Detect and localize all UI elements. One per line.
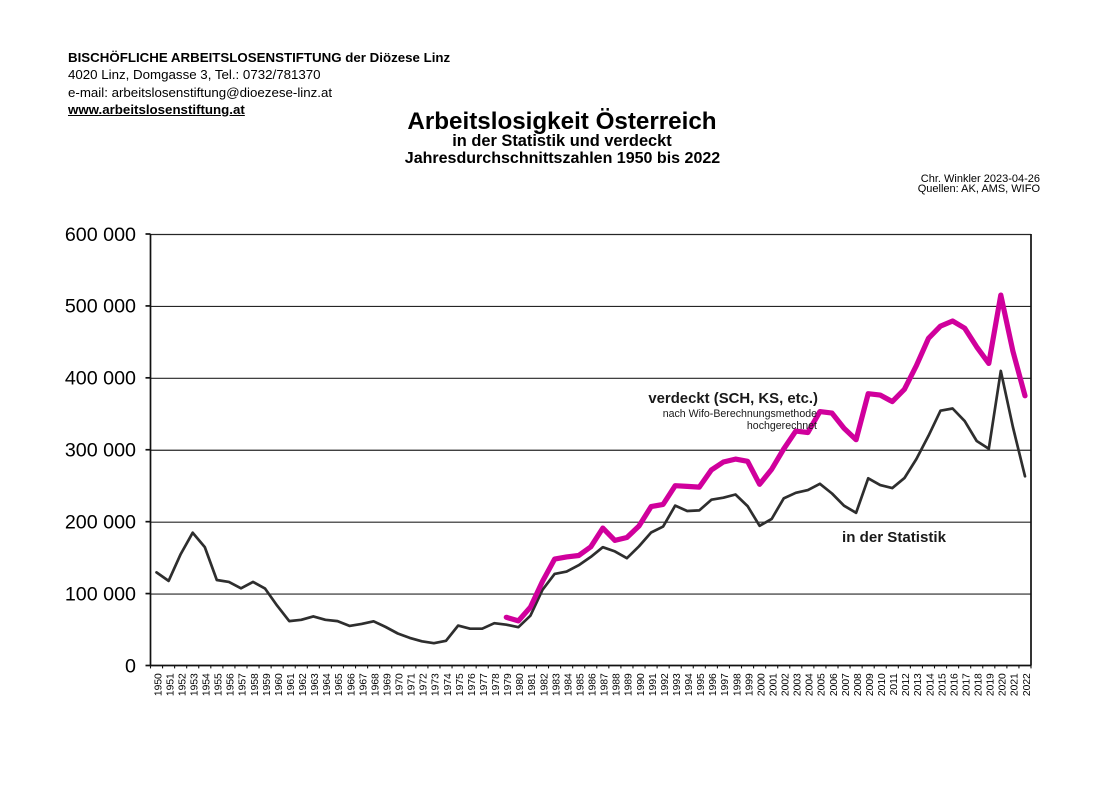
svg-text:1974: 1974 bbox=[443, 673, 454, 696]
svg-text:1981: 1981 bbox=[527, 673, 538, 696]
svg-text:1965: 1965 bbox=[334, 673, 345, 696]
svg-text:1994: 1994 bbox=[684, 673, 695, 696]
svg-text:100 000: 100 000 bbox=[65, 583, 136, 605]
svg-text:1983: 1983 bbox=[551, 673, 562, 696]
svg-text:1992: 1992 bbox=[660, 673, 671, 696]
svg-text:300 000: 300 000 bbox=[65, 440, 136, 462]
svg-text:2011: 2011 bbox=[889, 673, 900, 695]
svg-text:2007: 2007 bbox=[841, 673, 852, 696]
svg-text:1977: 1977 bbox=[479, 673, 490, 696]
svg-text:1972: 1972 bbox=[419, 673, 430, 696]
svg-text:1968: 1968 bbox=[370, 673, 381, 696]
svg-text:2017: 2017 bbox=[961, 673, 972, 696]
svg-text:1987: 1987 bbox=[600, 673, 611, 696]
svg-text:2016: 2016 bbox=[949, 673, 960, 696]
svg-text:600 000: 600 000 bbox=[65, 224, 136, 246]
svg-text:2004: 2004 bbox=[805, 673, 816, 696]
svg-text:1954: 1954 bbox=[202, 673, 213, 696]
svg-text:1984: 1984 bbox=[563, 673, 574, 696]
svg-text:2001: 2001 bbox=[768, 673, 779, 696]
svg-text:2006: 2006 bbox=[829, 673, 840, 696]
svg-text:1952: 1952 bbox=[177, 673, 188, 696]
svg-text:1986: 1986 bbox=[588, 673, 599, 696]
svg-text:500 000: 500 000 bbox=[65, 296, 136, 318]
svg-text:1970: 1970 bbox=[395, 673, 406, 696]
svg-text:verdeckt (SCH, KS, etc.): verdeckt (SCH, KS, etc.) bbox=[648, 391, 818, 407]
svg-text:1951: 1951 bbox=[165, 673, 176, 696]
svg-text:hochgerechnet: hochgerechnet bbox=[747, 420, 817, 432]
svg-text:2008: 2008 bbox=[853, 673, 864, 696]
svg-text:1971: 1971 bbox=[407, 673, 418, 696]
svg-text:2000: 2000 bbox=[756, 673, 767, 696]
svg-text:in der Statistik: in der Statistik bbox=[842, 529, 947, 546]
svg-text:2022: 2022 bbox=[1022, 673, 1033, 696]
svg-text:1993: 1993 bbox=[672, 673, 683, 696]
svg-text:2010: 2010 bbox=[877, 673, 888, 696]
svg-text:2021: 2021 bbox=[1010, 673, 1021, 696]
svg-text:2002: 2002 bbox=[781, 673, 792, 696]
svg-text:2015: 2015 bbox=[937, 673, 948, 696]
svg-text:1957: 1957 bbox=[238, 673, 249, 696]
svg-text:1964: 1964 bbox=[322, 673, 333, 696]
svg-text:1959: 1959 bbox=[262, 673, 273, 696]
svg-text:0: 0 bbox=[125, 655, 136, 677]
svg-text:1966: 1966 bbox=[346, 673, 357, 696]
svg-text:2014: 2014 bbox=[925, 673, 936, 696]
svg-text:2005: 2005 bbox=[817, 673, 828, 696]
svg-text:1976: 1976 bbox=[467, 673, 478, 696]
svg-text:1989: 1989 bbox=[624, 673, 635, 696]
svg-text:1969: 1969 bbox=[383, 673, 394, 696]
svg-text:1950: 1950 bbox=[153, 673, 164, 696]
svg-text:1956: 1956 bbox=[226, 673, 237, 696]
svg-text:1982: 1982 bbox=[539, 673, 550, 696]
svg-text:1996: 1996 bbox=[708, 673, 719, 696]
svg-text:2020: 2020 bbox=[998, 673, 1009, 696]
svg-text:1973: 1973 bbox=[431, 673, 442, 696]
svg-text:1958: 1958 bbox=[250, 673, 261, 696]
svg-text:400 000: 400 000 bbox=[65, 368, 136, 390]
svg-text:2013: 2013 bbox=[913, 673, 924, 696]
svg-text:1960: 1960 bbox=[274, 673, 285, 696]
svg-text:1999: 1999 bbox=[744, 673, 755, 696]
svg-text:1953: 1953 bbox=[190, 673, 201, 696]
svg-text:1998: 1998 bbox=[732, 673, 743, 696]
svg-text:1961: 1961 bbox=[286, 673, 297, 696]
svg-text:1991: 1991 bbox=[648, 673, 659, 696]
svg-text:1985: 1985 bbox=[575, 673, 586, 696]
svg-text:1978: 1978 bbox=[491, 673, 502, 696]
svg-text:2018: 2018 bbox=[974, 673, 985, 696]
svg-text:2019: 2019 bbox=[986, 673, 997, 696]
svg-text:1975: 1975 bbox=[455, 673, 466, 696]
svg-text:1979: 1979 bbox=[503, 673, 514, 696]
svg-text:1995: 1995 bbox=[696, 673, 707, 696]
svg-text:200 000: 200 000 bbox=[65, 512, 136, 534]
svg-text:1980: 1980 bbox=[515, 673, 526, 696]
svg-text:1955: 1955 bbox=[214, 673, 225, 696]
svg-text:1967: 1967 bbox=[358, 673, 369, 696]
svg-text:1962: 1962 bbox=[298, 673, 309, 696]
svg-text:2012: 2012 bbox=[901, 673, 912, 696]
svg-text:1997: 1997 bbox=[720, 673, 731, 696]
svg-text:1988: 1988 bbox=[612, 673, 623, 696]
svg-text:2003: 2003 bbox=[793, 673, 804, 696]
svg-text:nach Wifo-Berechnungsmethode: nach Wifo-Berechnungsmethode bbox=[663, 408, 817, 420]
svg-text:2009: 2009 bbox=[865, 673, 876, 696]
svg-text:1990: 1990 bbox=[636, 673, 647, 696]
svg-text:1963: 1963 bbox=[310, 673, 321, 696]
